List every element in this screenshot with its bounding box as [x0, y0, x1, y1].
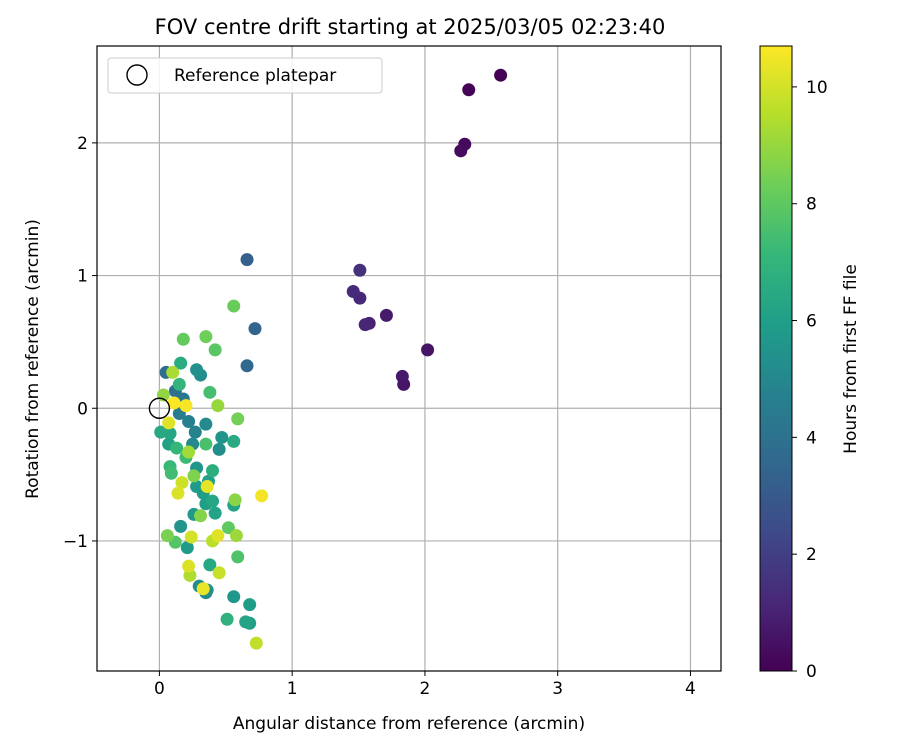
data-point	[358, 318, 372, 332]
data-point	[203, 385, 217, 399]
chart-title: FOV centre drift starting at 2025/03/05 …	[155, 15, 666, 39]
y-axis-label: Rotation from reference (arcmin)	[23, 219, 43, 499]
data-point	[175, 476, 189, 490]
data-point	[174, 519, 188, 533]
data-point	[220, 612, 234, 626]
data-point	[395, 369, 409, 383]
data-point	[248, 322, 262, 336]
data-point	[240, 253, 254, 267]
data-point	[171, 486, 185, 500]
data-point	[182, 415, 196, 429]
data-point	[172, 377, 186, 391]
data-point	[176, 332, 190, 346]
colorbar-tick-label: 6	[806, 312, 817, 332]
x-tick-label: 4	[685, 679, 696, 699]
colorbar-label: Hours from first FF file	[841, 264, 861, 454]
legend-box	[107, 57, 383, 94]
colorbar-scale	[759, 45, 793, 672]
data-point	[174, 356, 188, 370]
data-point	[160, 529, 174, 543]
reference-marker	[148, 397, 171, 419]
data-point	[211, 529, 225, 543]
legend: Reference platepar	[107, 57, 383, 94]
data-point	[240, 359, 254, 373]
data-point	[249, 636, 263, 650]
plot-frame	[96, 45, 722, 672]
data-point	[154, 425, 168, 439]
data-point	[353, 263, 367, 277]
colorbar: 0 2 4 6 8 10 Hours from first FF file	[759, 45, 861, 682]
data-point	[199, 437, 213, 451]
data-point	[227, 590, 241, 604]
data-point	[184, 530, 198, 544]
data-point	[180, 541, 194, 555]
data-point	[179, 399, 193, 413]
y-tick-label: 1	[77, 267, 88, 287]
colorbar-tick-label: 4	[806, 428, 817, 448]
x-tick-label: 2	[420, 679, 431, 699]
data-point	[182, 445, 196, 459]
grid	[97, 46, 721, 671]
data-point	[228, 493, 242, 507]
data-point	[243, 598, 257, 612]
data-point	[221, 521, 235, 535]
y-tick-label: 0	[77, 399, 88, 419]
data-point	[212, 442, 226, 456]
data-point	[199, 330, 213, 344]
reference-marker-layer	[148, 397, 171, 419]
legend-marker-reference	[126, 64, 148, 86]
data-point	[231, 412, 245, 426]
colorbar-tick-label: 10	[806, 78, 828, 98]
data-point	[196, 582, 210, 596]
data-point	[200, 480, 214, 494]
colorbar-tick-label: 2	[806, 545, 817, 565]
x-axis-label: Angular distance from reference (arcmin)	[233, 714, 585, 734]
data-point	[229, 529, 243, 543]
y-tick-label: 2	[77, 134, 88, 154]
data-point	[215, 430, 229, 444]
data-point	[188, 425, 202, 439]
data-point	[190, 363, 204, 377]
data-point	[164, 466, 178, 480]
data-points	[154, 68, 508, 650]
data-point	[255, 489, 269, 503]
data-point	[454, 144, 468, 158]
data-point	[166, 365, 180, 379]
data-point	[462, 83, 476, 97]
x-tick-label: 1	[287, 679, 298, 699]
data-point	[194, 509, 208, 523]
y-tick-label: −1	[63, 532, 88, 552]
data-point	[206, 494, 220, 508]
data-point	[346, 284, 360, 298]
data-point	[187, 469, 201, 483]
data-point	[203, 558, 217, 572]
data-point	[227, 434, 241, 448]
x-tick-label: 0	[154, 679, 165, 699]
data-point	[208, 343, 222, 357]
data-point	[421, 343, 435, 357]
data-point	[212, 566, 226, 580]
data-point	[206, 464, 220, 478]
data-point	[162, 416, 176, 430]
data-point	[167, 396, 181, 410]
x-tick-label: 3	[552, 679, 563, 699]
data-point	[227, 299, 241, 313]
x-axis-ticks: 0 1 2 3 4	[154, 671, 696, 699]
legend-entry-reference: Reference platepar	[174, 66, 336, 86]
data-point	[182, 559, 196, 573]
colorbar-tick-label: 8	[806, 195, 817, 215]
data-point	[231, 550, 245, 564]
data-point	[170, 441, 184, 455]
data-point	[494, 68, 508, 82]
data-point	[211, 399, 225, 413]
data-point	[239, 615, 253, 629]
colorbar-ticks: 0 2 4 6 8 10	[792, 78, 828, 682]
data-point	[208, 506, 222, 520]
data-point	[379, 308, 393, 322]
data-point	[199, 417, 213, 431]
y-axis-ticks: −1 0 1 2	[63, 134, 97, 552]
colorbar-tick-label: 0	[806, 662, 817, 682]
